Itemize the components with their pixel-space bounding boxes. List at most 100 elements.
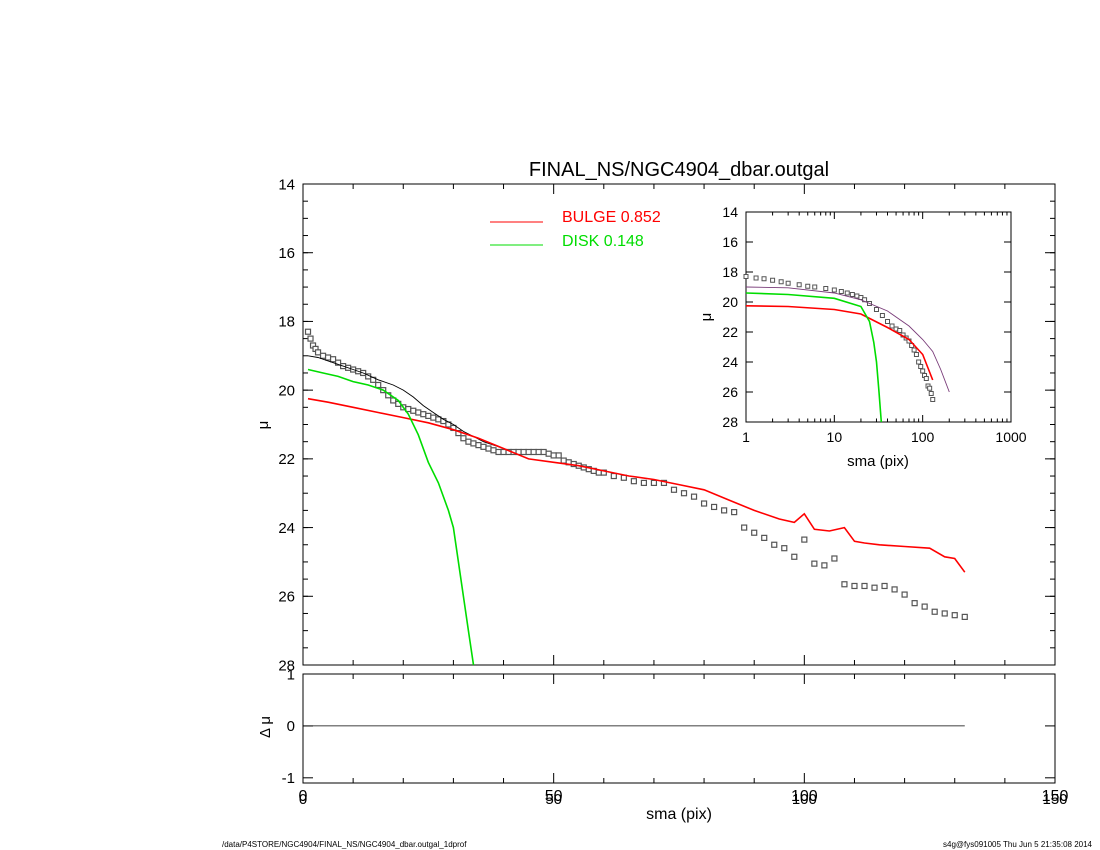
data-point xyxy=(375,381,382,389)
data-point xyxy=(425,412,432,420)
x-axis-label: sma (pix) xyxy=(646,806,712,823)
inset-x-axis-label: sma (pix) xyxy=(847,453,909,470)
data-point xyxy=(861,582,868,590)
y-tick-label: 0 xyxy=(287,718,295,735)
residual-y-axis-label: Δ μ xyxy=(257,716,274,738)
data-point xyxy=(490,447,497,454)
y-tick-label: 20 xyxy=(722,294,738,310)
data-point xyxy=(854,293,860,299)
data-point xyxy=(415,409,422,416)
data-point xyxy=(913,352,919,357)
inset-axes: 14 16 18 20 22 24 26 281 10 100 1000 xyxy=(722,204,1026,445)
chart-title: FINAL_NS/NGC4904_dbar.outgal xyxy=(529,159,829,181)
data-point xyxy=(710,503,718,511)
x-tick-label: 1000 xyxy=(995,429,1026,445)
x-tick-label: 150 xyxy=(1042,791,1067,808)
data-point xyxy=(785,280,791,286)
data-point xyxy=(891,586,898,593)
data-point xyxy=(520,448,527,456)
main-axes: 14 16 18 20 22 24 26 28 xyxy=(278,176,1056,674)
data-point xyxy=(778,279,784,285)
x-tick-label: 100 xyxy=(791,788,818,805)
data-point xyxy=(743,274,749,279)
data-point xyxy=(831,287,837,293)
series-bulge-line xyxy=(745,305,934,381)
data-point xyxy=(801,536,808,543)
data-point xyxy=(319,352,327,359)
data-point xyxy=(781,545,788,552)
data-point xyxy=(918,364,924,369)
data-point xyxy=(897,328,903,333)
y-tick-label: 26 xyxy=(278,589,295,606)
residual-plot-frame xyxy=(302,673,1056,784)
x-tick-label: 150 xyxy=(1042,788,1069,805)
data-point xyxy=(928,391,934,396)
data-point xyxy=(851,582,858,590)
data-point xyxy=(941,610,948,617)
data-point xyxy=(911,600,918,607)
data-point xyxy=(911,347,917,353)
data-point xyxy=(951,612,958,619)
x-tick-label: 10 xyxy=(827,429,843,445)
data-point xyxy=(721,507,728,514)
series-disk-line xyxy=(745,292,883,423)
y-tick-label: 28 xyxy=(278,657,295,674)
y-tick-label: 18 xyxy=(722,264,738,280)
data-point xyxy=(901,591,908,598)
data-point xyxy=(420,411,427,418)
data-point xyxy=(741,524,748,531)
data-point xyxy=(460,435,467,442)
legend: BULGE 0.852 DISK 0.148 xyxy=(490,209,661,250)
x-tick-label: 0 xyxy=(299,791,307,808)
legend-disk-label: DISK 0.148 xyxy=(562,233,644,250)
y-tick-label: 22 xyxy=(722,324,738,340)
y-tick-label: 16 xyxy=(722,234,738,250)
data-point xyxy=(304,328,312,335)
data-point xyxy=(927,385,933,391)
data-point xyxy=(761,534,768,541)
data-point xyxy=(550,452,557,459)
data-point xyxy=(770,277,776,283)
data-point xyxy=(610,472,617,480)
data-point xyxy=(410,407,417,414)
data-point xyxy=(700,500,708,507)
footer-timestamp: s4g@fys091005 Thu Jun 5 21:35:08 2014 xyxy=(943,840,1092,849)
series-disk-line xyxy=(307,368,475,666)
data-point xyxy=(838,289,844,294)
data-point xyxy=(630,478,637,485)
data-point xyxy=(470,440,477,447)
y-tick-label: 18 xyxy=(278,314,295,331)
series-model-line xyxy=(307,355,504,449)
data-point xyxy=(475,442,482,449)
data-point xyxy=(640,479,648,487)
data-point xyxy=(841,581,848,588)
data-point xyxy=(555,452,562,459)
main-y-axis-label: μ xyxy=(255,421,272,430)
data-point xyxy=(873,307,879,312)
x-tick-label: 100 xyxy=(911,429,935,445)
data-point xyxy=(680,490,688,497)
data-point xyxy=(805,283,811,289)
data-point xyxy=(761,276,767,282)
data-point xyxy=(771,541,778,548)
x-tick-label: 50 xyxy=(545,791,562,808)
data-point xyxy=(500,448,507,456)
series-model-line xyxy=(745,286,950,393)
data-point xyxy=(889,323,895,329)
data-point xyxy=(923,376,929,381)
data-point xyxy=(495,448,502,456)
y-tick-label: 14 xyxy=(278,176,295,193)
y-tick-label: 14 xyxy=(722,204,738,220)
data-point xyxy=(525,448,532,456)
main-series xyxy=(304,328,968,666)
data-point xyxy=(753,275,759,281)
data-point xyxy=(307,335,314,342)
data-point xyxy=(791,553,798,560)
data-point xyxy=(751,529,758,536)
data-point xyxy=(879,313,885,318)
data-point xyxy=(560,457,567,464)
x-tick-label: 50 xyxy=(545,788,563,805)
data-point xyxy=(535,448,542,456)
data-point xyxy=(314,349,322,356)
data-point xyxy=(334,359,342,366)
